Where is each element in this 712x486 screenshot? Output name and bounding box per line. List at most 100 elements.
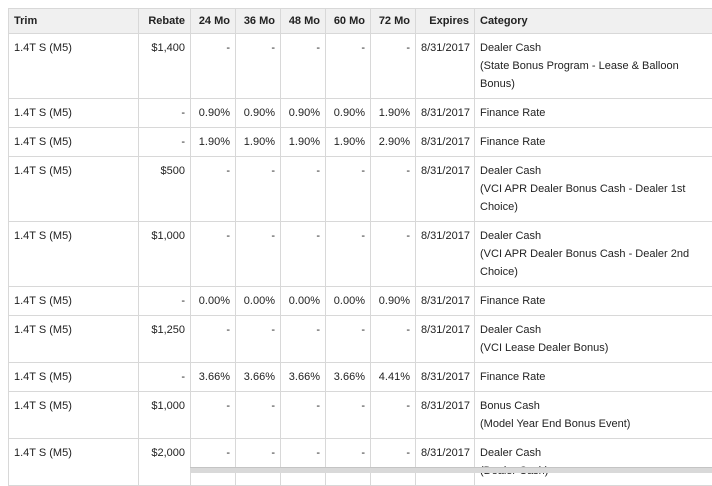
category-name: Dealer Cash bbox=[480, 444, 707, 462]
rate-24mo-cell: - bbox=[191, 392, 236, 439]
rate-60mo-cell: 1.90% bbox=[326, 128, 371, 157]
rate-48mo-cell: - bbox=[281, 316, 326, 363]
rate-60mo-cell: - bbox=[326, 157, 371, 222]
rate-48mo-cell: - bbox=[281, 222, 326, 287]
table-row: 1.4T S (M5)-0.90%0.90%0.90%0.90%1.90%8/3… bbox=[9, 99, 712, 128]
horizontal-scrollbar[interactable] bbox=[190, 467, 712, 473]
rate-36mo-cell: 0.90% bbox=[236, 99, 281, 128]
category-detail: Choice) bbox=[480, 263, 707, 281]
expires-cell: 8/31/2017 bbox=[416, 287, 475, 316]
rate-72mo-cell: - bbox=[371, 439, 416, 486]
expires-cell: 8/31/2017 bbox=[416, 99, 475, 128]
rate-72mo-cell: 2.90% bbox=[371, 128, 416, 157]
trim-cell: 1.4T S (M5) bbox=[9, 287, 139, 316]
rate-36mo-cell: 1.90% bbox=[236, 128, 281, 157]
rate-36mo-cell: - bbox=[236, 392, 281, 439]
rate-36mo-cell: - bbox=[236, 222, 281, 287]
header-trim[interactable]: Trim bbox=[9, 9, 139, 34]
category-detail: (VCI Lease Dealer Bonus) bbox=[480, 339, 707, 357]
incentives-table: Trim Rebate 24 Mo 36 Mo 48 Mo 60 Mo 72 M… bbox=[8, 8, 712, 486]
rebate-cell: $1,250 bbox=[139, 316, 191, 363]
trim-cell: 1.4T S (M5) bbox=[9, 222, 139, 287]
category-cell: Dealer Cash(VCI Lease Dealer Bonus) bbox=[475, 316, 712, 363]
rebate-cell: $1,000 bbox=[139, 222, 191, 287]
rate-24mo-cell: - bbox=[191, 439, 236, 486]
rate-48mo-cell: - bbox=[281, 392, 326, 439]
table-row: 1.4T S (M5)-1.90%1.90%1.90%1.90%2.90%8/3… bbox=[9, 128, 712, 157]
rate-72mo-cell: 1.90% bbox=[371, 99, 416, 128]
category-detail: Bonus) bbox=[480, 75, 707, 93]
category-detail: Choice) bbox=[480, 198, 707, 216]
category-cell: Finance Rate bbox=[475, 128, 712, 157]
rebate-cell: - bbox=[139, 287, 191, 316]
rebate-cell: $1,400 bbox=[139, 34, 191, 99]
category-name: Bonus Cash bbox=[480, 397, 707, 415]
rate-72mo-cell: - bbox=[371, 34, 416, 99]
header-48mo[interactable]: 48 Mo bbox=[281, 9, 326, 34]
expires-cell: 8/31/2017 bbox=[416, 363, 475, 392]
rate-60mo-cell: 0.90% bbox=[326, 99, 371, 128]
header-expires[interactable]: Expires bbox=[416, 9, 475, 34]
rate-60mo-cell: - bbox=[326, 222, 371, 287]
rate-36mo-cell: - bbox=[236, 316, 281, 363]
rate-48mo-cell: - bbox=[281, 157, 326, 222]
trim-cell: 1.4T S (M5) bbox=[9, 128, 139, 157]
category-name: Finance Rate bbox=[480, 133, 707, 151]
expires-cell: 8/31/2017 bbox=[416, 157, 475, 222]
rebate-cell: - bbox=[139, 128, 191, 157]
header-60mo[interactable]: 60 Mo bbox=[326, 9, 371, 34]
rate-24mo-cell: - bbox=[191, 34, 236, 99]
rate-72mo-cell: - bbox=[371, 392, 416, 439]
rebate-cell: - bbox=[139, 99, 191, 128]
rate-60mo-cell: - bbox=[326, 316, 371, 363]
category-cell: Finance Rate bbox=[475, 363, 712, 392]
rate-36mo-cell: - bbox=[236, 439, 281, 486]
rate-48mo-cell: - bbox=[281, 34, 326, 99]
table-row: 1.4T S (M5)-3.66%3.66%3.66%3.66%4.41%8/3… bbox=[9, 363, 712, 392]
rate-60mo-cell: - bbox=[326, 392, 371, 439]
rate-72mo-cell: - bbox=[371, 157, 416, 222]
category-detail: (VCI APR Dealer Bonus Cash - Dealer 2nd bbox=[480, 245, 707, 263]
rate-60mo-cell: 3.66% bbox=[326, 363, 371, 392]
expires-cell: 8/31/2017 bbox=[416, 439, 475, 486]
rate-24mo-cell: - bbox=[191, 222, 236, 287]
category-detail: (State Bonus Program - Lease & Balloon bbox=[480, 57, 707, 75]
trim-cell: 1.4T S (M5) bbox=[9, 99, 139, 128]
rebate-cell: $1,000 bbox=[139, 392, 191, 439]
rate-48mo-cell: 1.90% bbox=[281, 128, 326, 157]
rate-60mo-cell: 0.00% bbox=[326, 287, 371, 316]
trim-cell: 1.4T S (M5) bbox=[9, 316, 139, 363]
rate-60mo-cell: - bbox=[326, 34, 371, 99]
header-category[interactable]: Category bbox=[475, 9, 712, 34]
trim-cell: 1.4T S (M5) bbox=[9, 157, 139, 222]
rate-48mo-cell: 3.66% bbox=[281, 363, 326, 392]
header-24mo[interactable]: 24 Mo bbox=[191, 9, 236, 34]
category-name: Dealer Cash bbox=[480, 162, 707, 180]
rate-36mo-cell: - bbox=[236, 34, 281, 99]
rate-24mo-cell: 3.66% bbox=[191, 363, 236, 392]
category-name: Dealer Cash bbox=[480, 39, 707, 57]
trim-cell: 1.4T S (M5) bbox=[9, 363, 139, 392]
header-72mo[interactable]: 72 Mo bbox=[371, 9, 416, 34]
rate-48mo-cell: 0.00% bbox=[281, 287, 326, 316]
rate-36mo-cell: - bbox=[236, 157, 281, 222]
category-name: Finance Rate bbox=[480, 292, 707, 310]
trim-cell: 1.4T S (M5) bbox=[9, 34, 139, 99]
header-36mo[interactable]: 36 Mo bbox=[236, 9, 281, 34]
rate-60mo-cell: - bbox=[326, 439, 371, 486]
category-cell: Dealer Cash(State Bonus Program - Lease … bbox=[475, 34, 712, 99]
rate-36mo-cell: 0.00% bbox=[236, 287, 281, 316]
expires-cell: 8/31/2017 bbox=[416, 128, 475, 157]
rebate-cell: $500 bbox=[139, 157, 191, 222]
category-detail: (Model Year End Bonus Event) bbox=[480, 415, 707, 433]
header-rebate[interactable]: Rebate bbox=[139, 9, 191, 34]
category-cell: Dealer Cash(VCI APR Dealer Bonus Cash - … bbox=[475, 157, 712, 222]
rate-72mo-cell: 0.90% bbox=[371, 287, 416, 316]
rate-24mo-cell: 0.00% bbox=[191, 287, 236, 316]
rebate-cell: $2,000 bbox=[139, 439, 191, 486]
rate-24mo-cell: - bbox=[191, 316, 236, 363]
